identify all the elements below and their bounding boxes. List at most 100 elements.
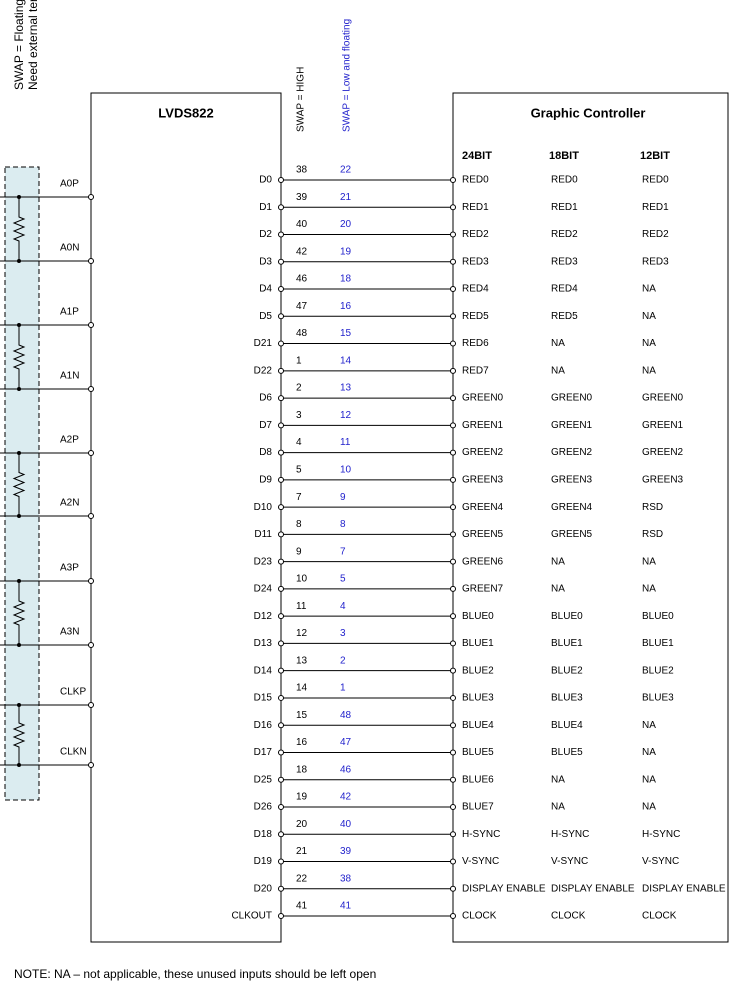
pin-name: D23 <box>254 556 273 567</box>
pin-circle <box>450 531 456 538</box>
pin-low: 20 <box>340 219 352 230</box>
signal-name: NA <box>642 311 656 322</box>
signal-name: GREEN0 <box>551 393 593 404</box>
pin-name: D24 <box>254 584 273 595</box>
pin-high: 3 <box>296 410 302 421</box>
pin-high: 18 <box>296 764 308 775</box>
signal-name: RED0 <box>551 175 578 186</box>
signal-name: BLUE3 <box>462 693 494 704</box>
pin-circle <box>278 286 284 293</box>
signal-name: RED2 <box>462 229 489 240</box>
pin-circle <box>450 231 456 238</box>
pin-low: 16 <box>340 301 352 312</box>
pin-circle <box>88 762 94 768</box>
pin-circle <box>278 831 284 838</box>
pin-name: D2 <box>259 229 272 240</box>
signal-name: BLUE5 <box>462 747 494 758</box>
signal-name: RED5 <box>551 311 578 322</box>
pin-circle <box>88 386 94 392</box>
pin-low: 4 <box>340 601 346 612</box>
column-header: 18BIT <box>549 150 579 162</box>
input-label: A3N <box>60 627 79 638</box>
pin-circle <box>278 177 284 183</box>
pin-low: 5 <box>340 574 346 585</box>
pin-circle <box>450 613 456 620</box>
signal-name: BLUE1 <box>462 638 494 649</box>
pin-circle <box>450 504 456 511</box>
pin-high: 10 <box>296 574 308 585</box>
signal-name: GREEN3 <box>551 475 593 486</box>
signal-name: GREEN2 <box>462 447 504 458</box>
input-label: A1N <box>60 371 79 382</box>
pin-high: 42 <box>296 246 308 257</box>
pin-name: D14 <box>254 665 273 676</box>
pin-circle <box>88 642 94 648</box>
pin-low: 40 <box>340 819 352 830</box>
resistor <box>12 197 26 261</box>
signal-name: GREEN0 <box>462 393 504 404</box>
pin-circle <box>450 749 456 756</box>
pin-circle <box>278 858 284 865</box>
signal-name: RSD <box>642 502 663 513</box>
pin-low: 1 <box>340 683 346 694</box>
signal-name: BLUE4 <box>462 720 494 731</box>
signal-name: RED4 <box>551 284 578 295</box>
pin-low: 19 <box>340 246 352 257</box>
signal-name: NA <box>551 556 565 567</box>
signal-name: CLOCK <box>462 911 497 922</box>
pin-circle <box>88 513 94 519</box>
column-header: 24BIT <box>462 150 492 162</box>
pin-circle <box>278 258 284 265</box>
input-label: A0P <box>60 179 79 190</box>
signal-name: NA <box>642 720 656 731</box>
signal-name: H-SYNC <box>551 829 589 840</box>
pin-high: 13 <box>296 655 308 666</box>
pin-low: 2 <box>340 655 346 666</box>
pin-circle <box>278 476 284 483</box>
pin-high: 46 <box>296 274 308 285</box>
pin-circle <box>450 422 456 429</box>
signal-name: RED2 <box>551 229 578 240</box>
pin-circle <box>278 803 284 810</box>
signal-name: BLUE4 <box>551 720 583 731</box>
signal-name: RSD <box>642 529 663 540</box>
pin-low: 11 <box>340 437 351 448</box>
signal-name: GREEN5 <box>462 529 504 540</box>
pin-low: 48 <box>340 710 352 721</box>
signal-name: NA <box>642 365 656 376</box>
pin-name: D26 <box>254 802 273 813</box>
pin-name: D16 <box>254 720 273 731</box>
pin-high: 47 <box>296 301 308 312</box>
pin-low: 7 <box>340 546 346 557</box>
signal-name: RED1 <box>462 202 489 213</box>
signal-name: GREEN5 <box>551 529 593 540</box>
pin-high: 12 <box>296 628 308 639</box>
pin-circle <box>450 340 456 347</box>
pin-circle <box>450 204 456 211</box>
pin-name: D19 <box>254 856 273 867</box>
pin-name: D6 <box>259 393 272 404</box>
pin-high: 5 <box>296 465 302 476</box>
signal-name: GREEN6 <box>462 556 504 567</box>
pin-name: D1 <box>259 202 272 213</box>
signal-name: H-SYNC <box>462 829 500 840</box>
pin-circle <box>450 258 456 265</box>
signal-name: GREEN2 <box>551 447 593 458</box>
pin-name: D18 <box>254 829 273 840</box>
pin-high: 14 <box>296 683 308 694</box>
signal-name: GREEN1 <box>642 420 684 431</box>
pin-circle <box>278 531 284 538</box>
pin-circle <box>278 340 284 347</box>
pin-low: 39 <box>340 846 352 857</box>
pin-high: 15 <box>296 710 308 721</box>
signal-name: BLUE2 <box>551 665 583 676</box>
pin-circle <box>450 776 456 783</box>
signal-name: NA <box>551 338 565 349</box>
pin-circle <box>278 613 284 620</box>
pin-name: D13 <box>254 638 273 649</box>
pin-name: D10 <box>254 502 273 513</box>
pin-circle <box>278 449 284 456</box>
pin-circle <box>450 722 456 729</box>
signal-name: CLOCK <box>551 911 586 922</box>
pin-high: 16 <box>296 737 308 748</box>
